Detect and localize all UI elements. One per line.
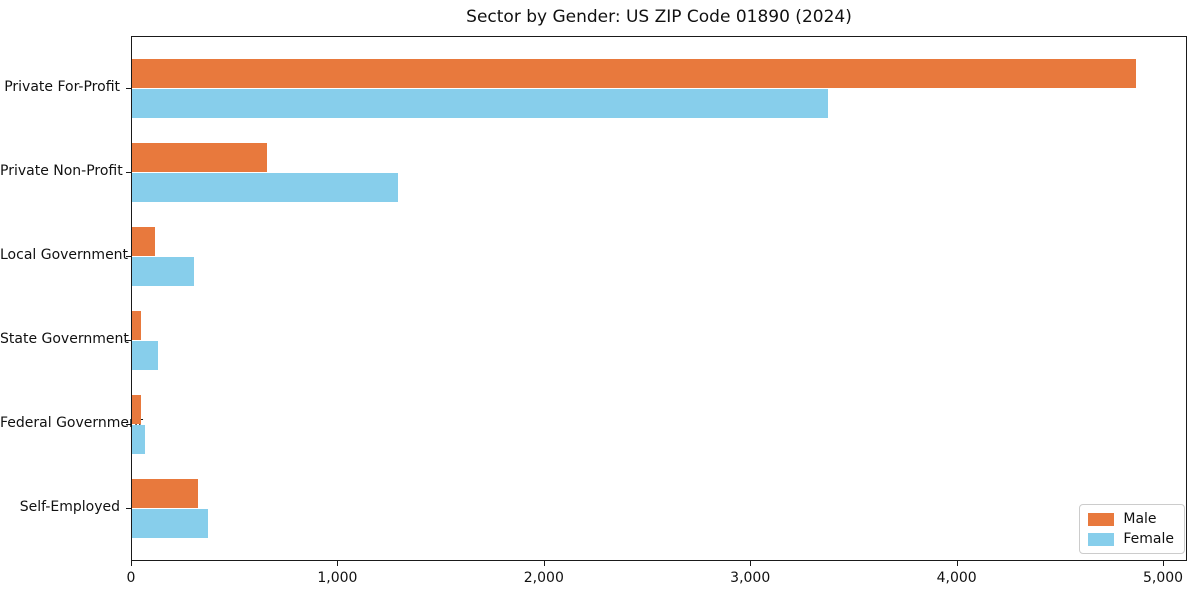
chart-title: Sector by Gender: US ZIP Code 01890 (202…	[466, 7, 852, 27]
x-tick-label: 4,000	[936, 570, 977, 586]
x-tick	[1163, 561, 1165, 566]
bar-male-0	[132, 59, 1137, 89]
legend-label-female: Female	[1123, 531, 1174, 547]
bar-female-2	[132, 256, 194, 286]
x-tick-label: 1,000	[317, 570, 358, 586]
legend-item-male: Male	[1088, 512, 1174, 526]
y-tick	[126, 508, 131, 509]
category-label: Federal Government	[0, 414, 144, 431]
legend: Male Female	[1079, 504, 1185, 554]
category-label: Private For-Profit	[4, 78, 120, 95]
plot-area	[131, 36, 1187, 561]
x-tick	[956, 561, 958, 566]
y-tick	[126, 424, 131, 425]
x-tick	[131, 561, 132, 566]
category-label: Local Government	[0, 246, 129, 263]
y-tick	[126, 88, 131, 89]
legend-swatch-female	[1088, 532, 1115, 546]
bar-female-5	[132, 508, 209, 538]
x-tick	[750, 561, 752, 566]
x-tick	[337, 561, 339, 566]
category-label: Self-Employed	[19, 498, 120, 515]
bar-male-2	[132, 227, 155, 257]
x-tick-label: 3,000	[730, 570, 771, 586]
x-tick-label: 2,000	[523, 570, 564, 586]
bar-female-1	[132, 172, 399, 202]
legend-label-male: Male	[1123, 511, 1157, 527]
bar-female-4	[132, 424, 146, 454]
legend-swatch-male	[1088, 512, 1115, 526]
bar-male-4	[132, 395, 142, 425]
y-tick	[126, 172, 131, 173]
bar-male-1	[132, 143, 268, 173]
y-tick	[126, 256, 131, 257]
bar-male-5	[132, 479, 199, 509]
legend-item-female: Female	[1088, 532, 1174, 546]
x-tick-label: 5,000	[1143, 570, 1184, 586]
y-tick	[126, 340, 131, 341]
bar-female-3	[132, 340, 158, 370]
category-label: State Government	[0, 330, 129, 347]
x-tick	[543, 561, 545, 566]
bar-male-3	[132, 311, 142, 341]
x-tick-label: 0	[126, 570, 136, 586]
bar-female-0	[132, 88, 828, 118]
category-label: Private Non-Profit	[0, 162, 123, 179]
